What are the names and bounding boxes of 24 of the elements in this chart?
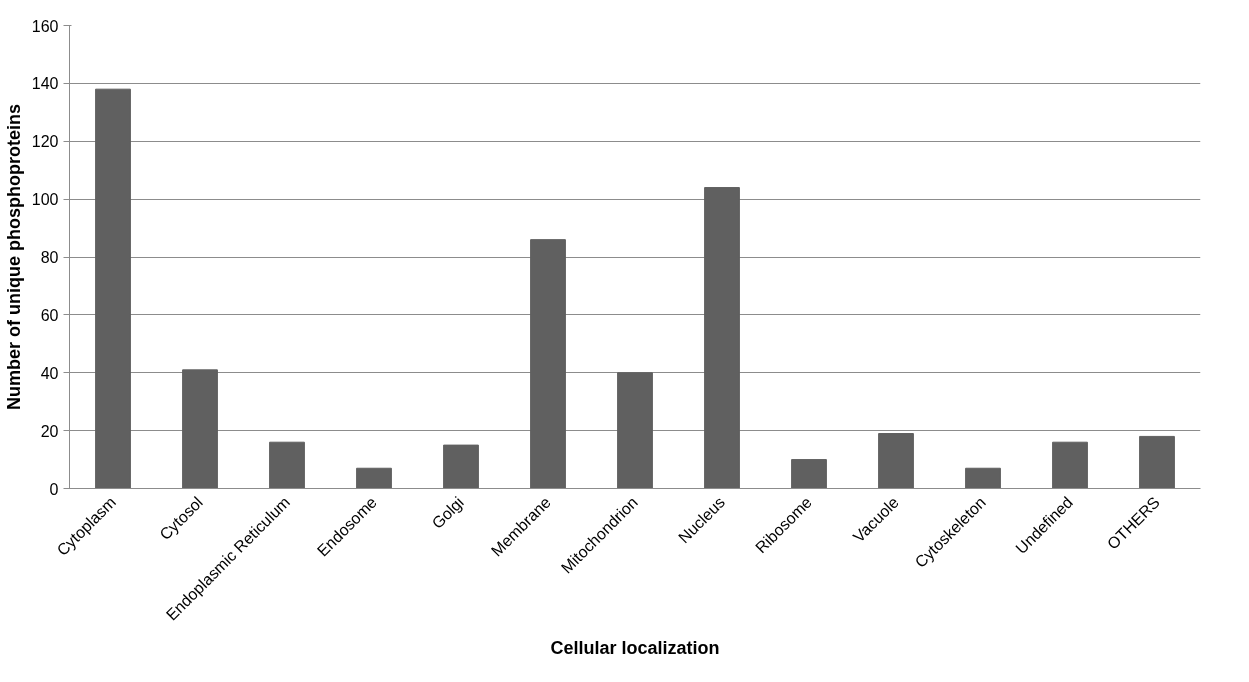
bar (182, 369, 218, 489)
bar (530, 239, 566, 489)
y-tick-label: 120 (31, 133, 59, 151)
bar (965, 467, 1001, 489)
y-tick-label: 100 (31, 191, 59, 209)
bar (1139, 435, 1175, 489)
bar (704, 187, 740, 489)
bar (791, 459, 827, 489)
bar (617, 372, 653, 489)
y-tick-label: 60 (40, 306, 59, 324)
y-tick-label: 40 (40, 364, 59, 382)
bar (269, 441, 305, 489)
y-tick-label: 20 (40, 422, 59, 440)
bar (878, 433, 914, 489)
y-tick-label: 140 (31, 75, 59, 93)
bar (1052, 441, 1088, 489)
y-tick-label: 0 (49, 480, 59, 498)
y-tick-label: 80 (40, 249, 59, 266)
y-tick-label: 160 (31, 17, 59, 35)
y-axis-title: Number of unique phosphoproteins (3, 104, 24, 410)
bar (95, 88, 131, 489)
bar (443, 444, 479, 489)
bar (356, 467, 392, 489)
x-axis-title: Cellular localization (550, 637, 720, 658)
